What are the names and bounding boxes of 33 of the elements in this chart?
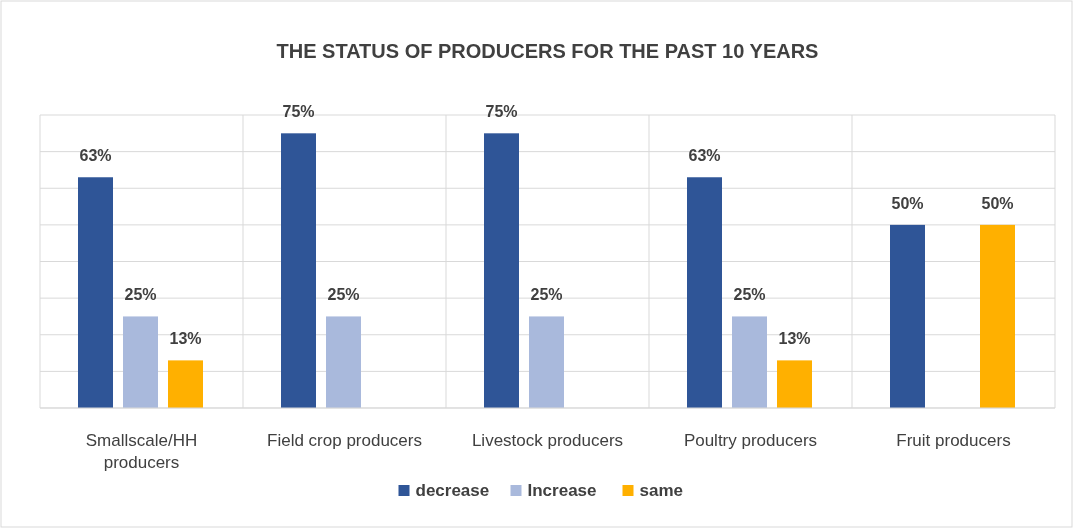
- legend-label: same: [639, 481, 683, 500]
- data-label: 25%: [530, 286, 563, 304]
- x-tick-label: Poultry producers: [683, 431, 818, 450]
- bar: [980, 224, 1015, 408]
- x-tick-label: Fruit producers: [896, 431, 1011, 450]
- bar: [687, 177, 722, 408]
- data-label: 25%: [327, 286, 360, 304]
- legend-label: decrease: [415, 481, 490, 500]
- chart-title: THE STATUS OF PRODUCERS FOR THE PAST 10 YEARS: [276, 40, 819, 62]
- data-label: 13%: [169, 330, 202, 348]
- x-tick-label: Livestock producers: [471, 431, 624, 450]
- bar: [168, 360, 203, 408]
- data-label: 75%: [485, 103, 518, 121]
- data-label: 63%: [79, 147, 112, 165]
- bar: [777, 360, 812, 408]
- bar: [484, 133, 519, 408]
- legend-label: Increase: [527, 481, 597, 500]
- data-label: 13%: [778, 330, 811, 348]
- bar: [326, 316, 361, 408]
- bar: [281, 133, 316, 408]
- bar: [78, 177, 113, 408]
- data-label: 50%: [891, 194, 924, 212]
- bar: [890, 224, 925, 408]
- x-tick-label: Field crop producers: [267, 431, 422, 450]
- data-label: 75%: [282, 103, 315, 121]
- data-label: 63%: [688, 147, 721, 165]
- x-tick-label: Smallscale/HH producers: [85, 431, 198, 472]
- data-label: 25%: [733, 286, 766, 304]
- data-label: 25%: [124, 286, 157, 304]
- bar: [732, 316, 767, 408]
- bar: [529, 316, 564, 408]
- data-label: 50%: [981, 194, 1014, 212]
- bar: [123, 316, 158, 408]
